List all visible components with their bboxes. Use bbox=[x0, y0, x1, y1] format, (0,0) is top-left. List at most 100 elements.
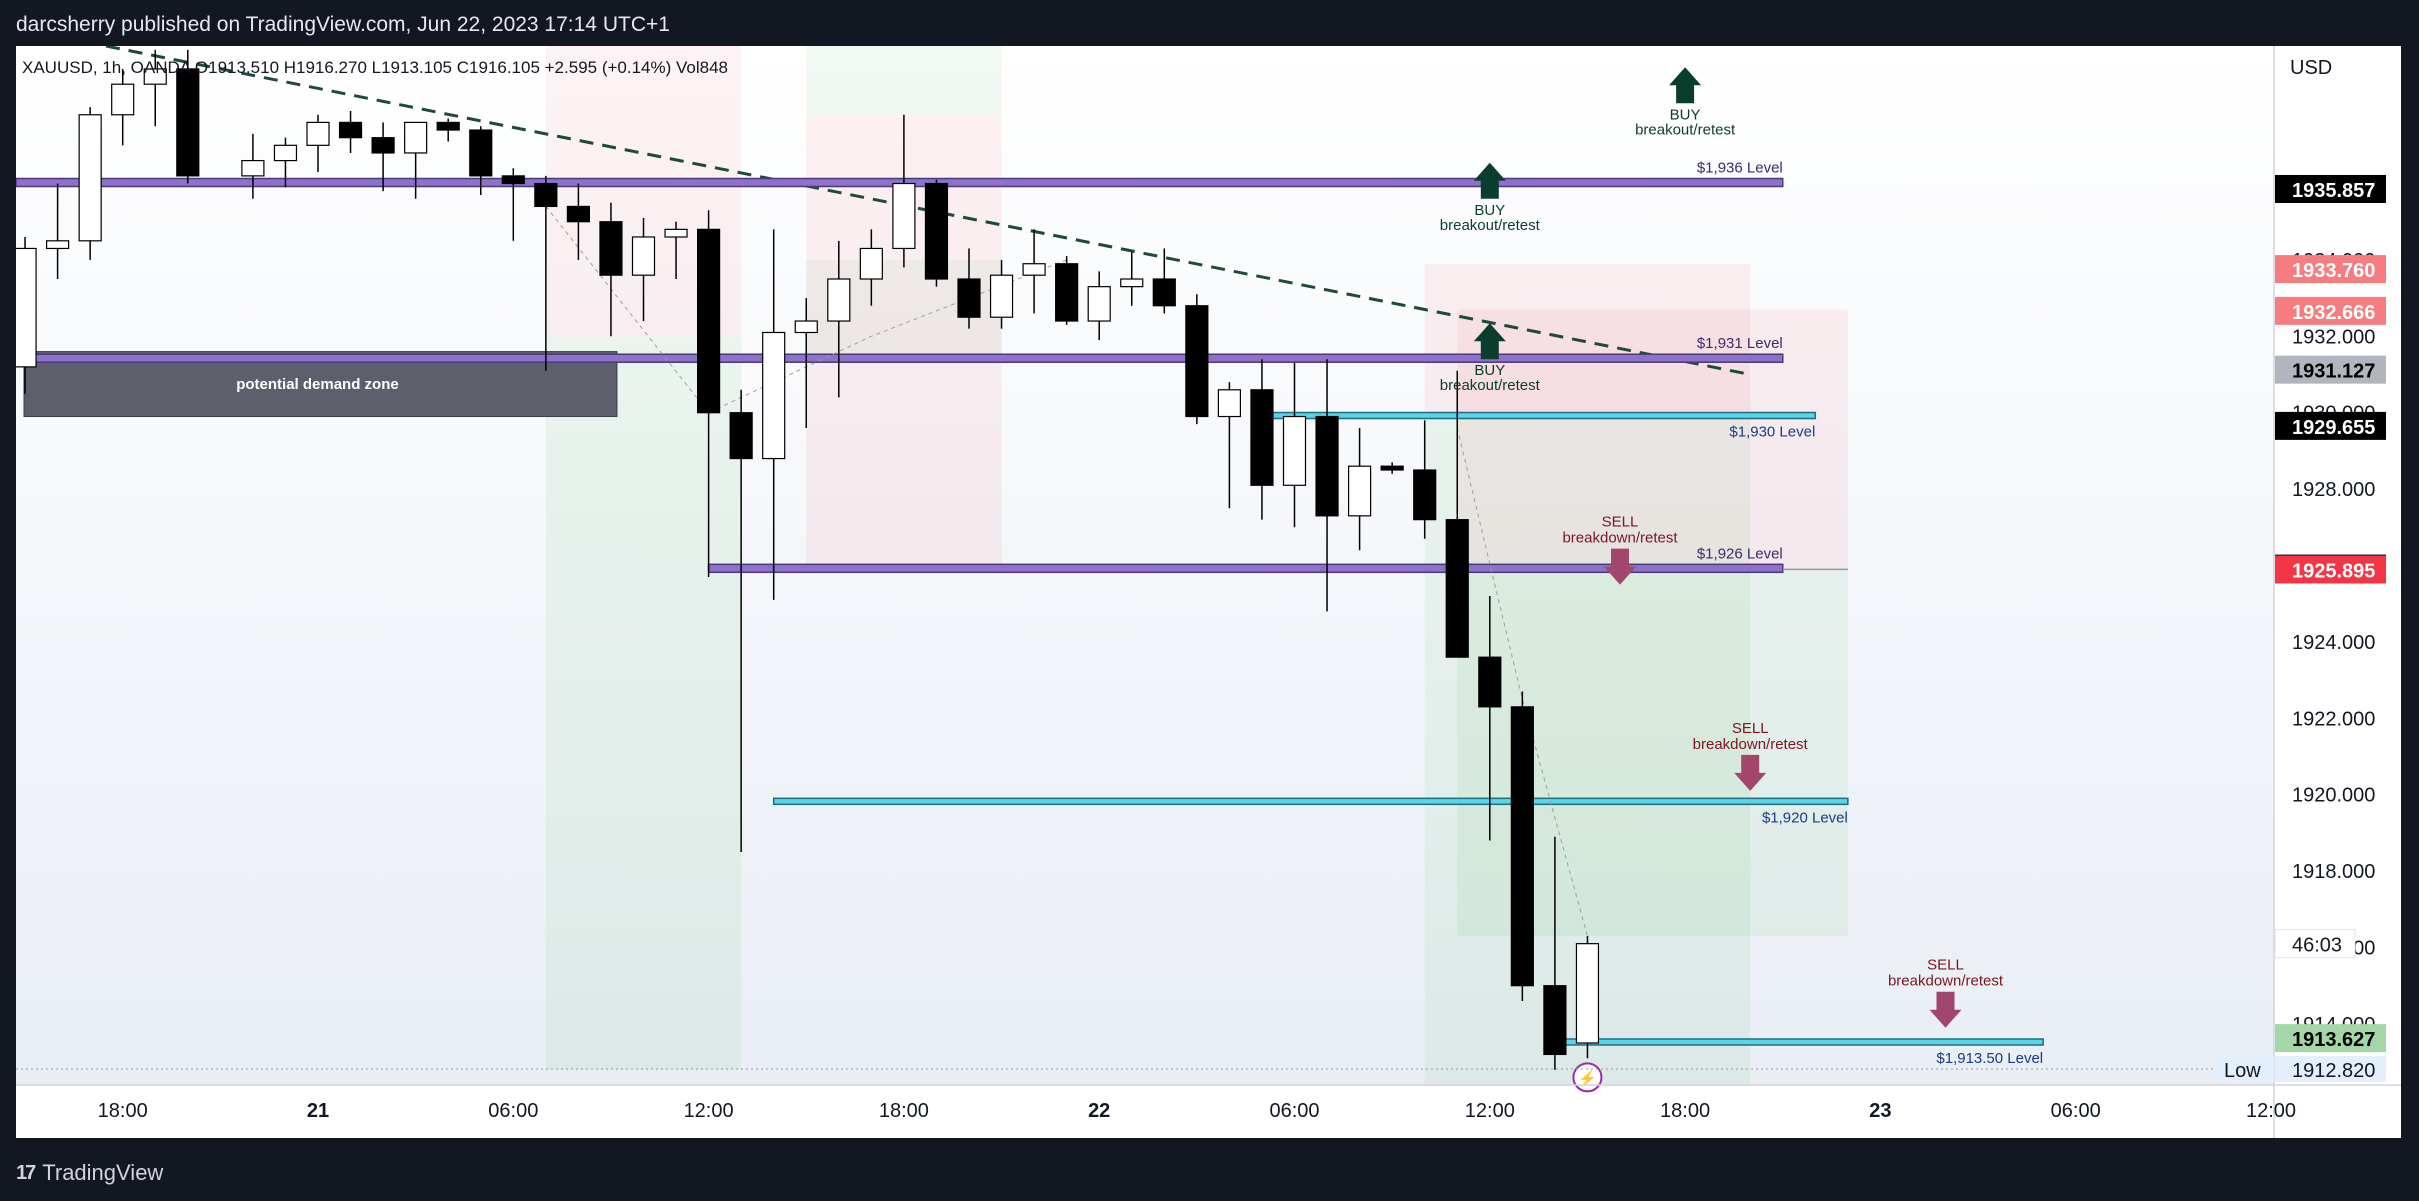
candle[interactable] bbox=[696, 228, 721, 414]
x-tick-label: 21 bbox=[307, 1100, 329, 1122]
candle[interactable] bbox=[469, 129, 493, 177]
candle[interactable] bbox=[729, 412, 753, 460]
x-tick-label: 12:00 bbox=[2246, 1100, 2296, 1122]
candle[interactable] bbox=[1347, 465, 1372, 517]
candle[interactable] bbox=[78, 114, 102, 242]
candle[interactable] bbox=[599, 221, 623, 276]
candle[interactable] bbox=[859, 247, 883, 280]
candle[interactable] bbox=[1250, 389, 1274, 486]
candle[interactable] bbox=[1282, 415, 1307, 486]
price-tag-value: 1913.627 bbox=[2292, 1029, 2375, 1051]
candle[interactable] bbox=[1315, 415, 1339, 517]
sell-arrow-icon bbox=[1929, 991, 1962, 1028]
candle[interactable] bbox=[111, 83, 135, 116]
candle[interactable] bbox=[664, 228, 688, 238]
candle[interactable] bbox=[762, 331, 786, 460]
buy-arrow-icon bbox=[1473, 323, 1506, 360]
candle[interactable] bbox=[143, 68, 167, 85]
candle[interactable] bbox=[1152, 278, 1176, 307]
candle[interactable] bbox=[1022, 263, 1046, 276]
x-tick-label: 06:00 bbox=[2051, 1100, 2101, 1122]
buy-label: BUY bbox=[1474, 362, 1505, 379]
candle[interactable] bbox=[1055, 263, 1079, 322]
candle[interactable] bbox=[631, 236, 656, 276]
x-tick-label: 22 bbox=[1088, 1100, 1110, 1122]
candle[interactable] bbox=[924, 182, 949, 280]
candle[interactable] bbox=[1120, 278, 1144, 288]
candle[interactable] bbox=[1543, 985, 1567, 1056]
y-tick-label: 1932.000 bbox=[2292, 326, 2375, 348]
candle[interactable] bbox=[794, 320, 818, 334]
candle[interactable] bbox=[241, 159, 265, 177]
candle[interactable] bbox=[827, 278, 851, 322]
x-tick-label: 18:00 bbox=[1660, 1100, 1710, 1122]
buy-label: BUY bbox=[1670, 106, 1701, 123]
candle[interactable] bbox=[989, 274, 1014, 318]
candle[interactable] bbox=[371, 137, 395, 154]
candle[interactable] bbox=[501, 175, 525, 185]
candle[interactable] bbox=[404, 121, 428, 154]
x-tick-label: 18:00 bbox=[98, 1100, 148, 1122]
sell-sublabel: breakdown/retest bbox=[1888, 973, 2004, 990]
price-tag-value: 1929.655 bbox=[2292, 417, 2375, 439]
x-tick-label: 06:00 bbox=[488, 1100, 538, 1122]
candle[interactable] bbox=[338, 121, 363, 139]
candle[interactable] bbox=[1413, 469, 1437, 521]
y-tick-label: 1922.000 bbox=[2292, 708, 2375, 730]
countdown-value: 46:03 bbox=[2292, 935, 2342, 957]
candle[interactable] bbox=[1217, 389, 1242, 418]
sell-label: SELL bbox=[1927, 957, 1964, 974]
candle[interactable] bbox=[273, 144, 298, 162]
candle[interactable] bbox=[1510, 706, 1534, 987]
projection-path bbox=[1456, 427, 1588, 937]
price-level-line bbox=[1261, 411, 1817, 420]
buy-arrow-icon bbox=[1669, 67, 1702, 104]
candle[interactable] bbox=[1185, 305, 1209, 418]
tradingview-logo-icon: 17 bbox=[16, 1161, 36, 1184]
price-level-label: $1,930 Level bbox=[1729, 424, 1815, 441]
publish-info: darcsherry published on TradingView.com,… bbox=[16, 13, 670, 36]
price-level-label: $1,920 Level bbox=[1762, 809, 1848, 826]
candle[interactable] bbox=[1478, 656, 1502, 708]
candlestick-chart[interactable]: potential demand zone $1,936 Level $1,931 … bbox=[16, 46, 2401, 1138]
sell-label: SELL bbox=[1732, 720, 1769, 737]
price-tag bbox=[2275, 555, 2386, 584]
price-tag-value: 1931.127 bbox=[2292, 361, 2375, 383]
target-zone bbox=[806, 46, 1002, 115]
buy-label: BUY bbox=[1474, 202, 1505, 219]
candle[interactable] bbox=[1575, 943, 1600, 1044]
candle[interactable] bbox=[566, 205, 591, 223]
candle[interactable] bbox=[1445, 519, 1469, 658]
low-value: 1912.820 bbox=[2292, 1060, 2375, 1082]
candle[interactable] bbox=[957, 278, 981, 318]
x-tick-label: 12:00 bbox=[1465, 1100, 1515, 1122]
tradingview-logo[interactable]: 17 TradingView bbox=[16, 1159, 163, 1187]
candle[interactable] bbox=[16, 247, 37, 368]
candle[interactable] bbox=[892, 182, 916, 250]
price-axis[interactable] bbox=[2274, 46, 2401, 1138]
buy-arrow-icon bbox=[1473, 162, 1506, 199]
risk-zone bbox=[1457, 309, 1848, 570]
price-level-line bbox=[772, 797, 1849, 806]
sell-arrow-icon bbox=[1604, 548, 1636, 585]
price-tag bbox=[2275, 255, 2386, 284]
candle[interactable] bbox=[306, 121, 330, 146]
y-tick-label: 1918.000 bbox=[2292, 861, 2375, 883]
candle[interactable] bbox=[176, 68, 200, 177]
brand-label: TradingView bbox=[42, 1160, 164, 1185]
lightning-icon: ⚡ bbox=[1578, 1069, 1597, 1087]
candle[interactable] bbox=[436, 121, 460, 131]
y-tick-label: 1920.000 bbox=[2292, 785, 2375, 807]
x-tick-label: 23 bbox=[1869, 1100, 1891, 1122]
candle[interactable] bbox=[46, 240, 70, 250]
price-tag bbox=[2275, 355, 2386, 384]
candle[interactable] bbox=[534, 182, 558, 208]
x-tick-label: 12:00 bbox=[684, 1100, 734, 1122]
price-tag-value: 1933.760 bbox=[2292, 260, 2375, 282]
countdown-box bbox=[2274, 929, 2356, 959]
candle[interactable] bbox=[1380, 465, 1404, 471]
candle[interactable] bbox=[1087, 286, 1111, 322]
low-value-box bbox=[2275, 1055, 2386, 1082]
footer-bar bbox=[0, 1138, 2419, 1201]
chart-area[interactable]: potential demand zone $1,936 Level $1,931 … bbox=[16, 46, 2401, 1138]
